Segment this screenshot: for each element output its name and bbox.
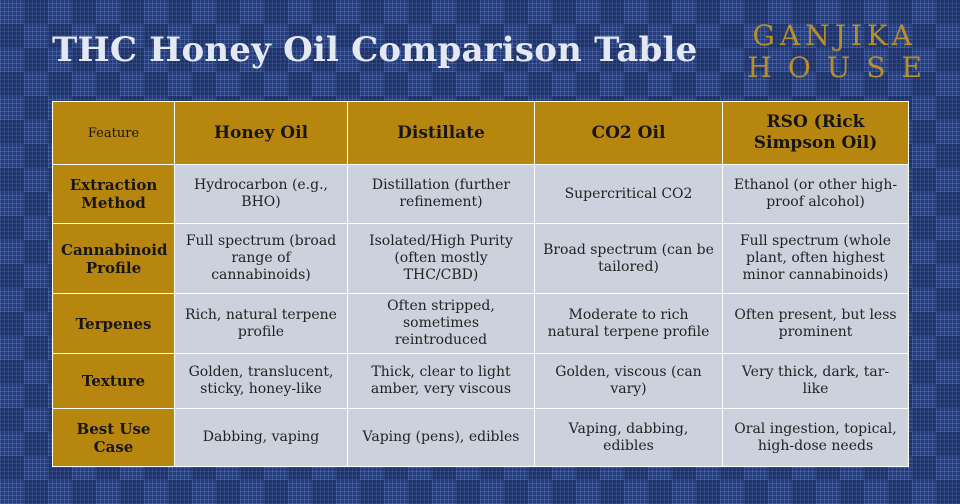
table-cell: Very thick, dark, tar-like bbox=[722, 353, 909, 409]
table-cell: Often stripped, sometimes reintroduced bbox=[347, 293, 535, 354]
table-cell: Full spectrum (broad range of cannabinoi… bbox=[174, 223, 348, 294]
table-row: Best Use Case Dabbing, vaping Vaping (pe… bbox=[52, 408, 909, 467]
page-title: THC Honey Oil Comparison Table bbox=[52, 30, 698, 70]
table-row: Extraction Method Hydrocarbon (e.g., BHO… bbox=[52, 164, 909, 224]
table-cell: Full spectrum (whole plant, often highes… bbox=[722, 223, 909, 294]
table-cell: Moderate to rich natural terpene profile bbox=[534, 293, 723, 354]
table-row: Terpenes Rich, natural terpene profile O… bbox=[52, 293, 909, 354]
header-rso: RSO (Rick Simpson Oil) bbox=[722, 101, 909, 165]
header-co2-oil: CO2 Oil bbox=[534, 101, 723, 165]
logo-line-2: HOUSE bbox=[747, 51, 938, 84]
table-cell: Rich, natural terpene profile bbox=[174, 293, 348, 354]
header-honey-oil: Honey Oil bbox=[174, 101, 348, 165]
row-label: Texture bbox=[52, 353, 175, 409]
table-cell: Dabbing, vaping bbox=[174, 408, 348, 467]
row-label: Best Use Case bbox=[52, 408, 175, 467]
table-cell: Vaping, dabbing, edibles bbox=[534, 408, 723, 467]
row-label: Terpenes bbox=[52, 293, 175, 354]
row-label: Cannabinoid Profile bbox=[52, 223, 175, 294]
table-cell: Broad spectrum (can be tailored) bbox=[534, 223, 723, 294]
table-cell: Oral ingestion, topical, high-dose needs bbox=[722, 408, 909, 467]
table-header-row: Feature Honey Oil Distillate CO2 Oil RSO… bbox=[52, 101, 909, 165]
logo-line-1: GANJIKA bbox=[752, 19, 917, 52]
table-cell: Golden, translucent, sticky, honey-like bbox=[174, 353, 348, 409]
header-feature: Feature bbox=[52, 101, 175, 165]
table-cell: Golden, viscous (can vary) bbox=[534, 353, 723, 409]
table-cell: Ethanol (or other high-proof alcohol) bbox=[722, 164, 909, 224]
table-row: Cannabinoid Profile Full spectrum (broad… bbox=[52, 223, 909, 294]
table-cell: Isolated/High Purity (often mostly THC/C… bbox=[347, 223, 535, 294]
table-cell: Hydrocarbon (e.g., BHO) bbox=[174, 164, 348, 224]
table-cell: Thick, clear to light amber, very viscou… bbox=[347, 353, 535, 409]
brand-logo: GANJIKA HOUSE bbox=[747, 20, 922, 84]
comparison-table: Feature Honey Oil Distillate CO2 Oil RSO… bbox=[52, 101, 909, 467]
table-cell: Often present, but less prominent bbox=[722, 293, 909, 354]
row-label: Extraction Method bbox=[52, 164, 175, 224]
table-row: Texture Golden, translucent, sticky, hon… bbox=[52, 353, 909, 409]
table-cell: Vaping (pens), edibles bbox=[347, 408, 535, 467]
header-distillate: Distillate bbox=[347, 101, 535, 165]
table-cell: Distillation (further refinement) bbox=[347, 164, 535, 224]
table-cell: Supercritical CO2 bbox=[534, 164, 723, 224]
